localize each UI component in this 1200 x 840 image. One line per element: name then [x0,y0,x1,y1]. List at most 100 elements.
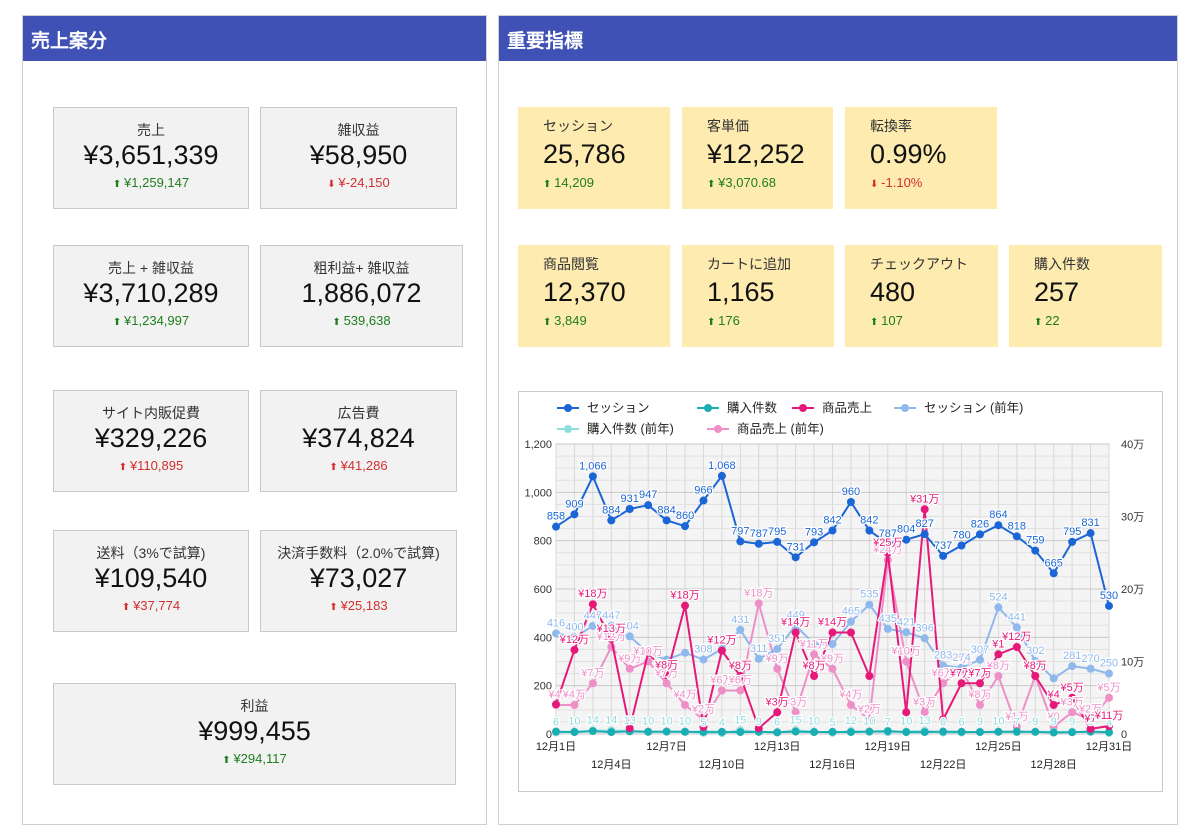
metric-card: 利益 ¥999,455 ⬆ ¥294,117 [53,683,456,785]
data-label: 447 [584,610,602,622]
data-label: ¥8万 [986,660,1010,672]
data-point [588,679,597,688]
data-label: ¥2万 [691,704,715,716]
data-point [1068,728,1077,737]
y-left-tick-label: 400 [534,632,552,644]
data-point [957,727,966,736]
arrow-up-icon: ⬆ [121,602,134,613]
data-label: 966 [694,485,712,497]
data-label: 9 [1051,716,1057,728]
data-label: ¥5万 [1060,682,1084,694]
metric-card: 売上 ¥3,651,339 ⬆ ¥1,259,147 [53,107,249,209]
data-label: 449 [786,609,804,621]
data-label: ¥14万 [780,617,810,629]
metric-delta: ⬆ ¥1,259,147 [54,175,248,190]
data-label: ¥1万 [1004,711,1028,723]
kpi-delta: ⬇ -1.10% [870,175,997,190]
data-point [828,727,837,736]
y-left-tick-label: 0 [546,729,552,741]
data-label: ¥25万 [872,537,902,549]
data-point [607,516,616,525]
data-point [902,708,911,717]
x-tick-label: 12月19日 [865,741,911,753]
data-point [939,715,948,724]
metric-value: 1,886,072 [301,278,422,308]
data-point [865,600,874,609]
data-point [920,634,929,643]
data-point [1031,657,1040,666]
data-label: ¥8万 [801,660,825,672]
data-point [662,671,671,680]
kpi-delta-value: -1.10% [881,175,923,190]
metric-delta: ⬆ ¥25,183 [261,598,456,613]
kpi-delta: ⬆ 22 [1034,313,1162,328]
kpi-tile: 購入件数 257 ⬆ 22 [1009,245,1162,347]
arrow-up-icon: ⬆ [707,317,719,328]
data-label: 1,066 [579,460,607,472]
data-label: ¥3万 [765,696,789,708]
data-point [754,724,763,733]
metric-delta: ⬆ 539,638 [261,313,462,328]
data-point [588,472,597,481]
kpi-value: 257 [1034,277,1080,307]
data-label: ¥6万 [709,675,733,687]
legend-swatch-dot [704,404,712,412]
data-label: 14 [605,715,617,727]
metric-delta: ⬆ ¥110,895 [54,458,248,473]
legend-label: セッション (前年) [924,400,1023,415]
data-point [1086,715,1095,724]
kpi-label: カートに追加 [707,256,791,272]
arrow-up-icon: ⬆ [543,179,555,190]
kpi-label: セッション [543,118,613,134]
data-point [810,650,819,659]
data-label: 6 [940,717,946,729]
data-label: ¥8万 [728,660,752,672]
data-point [1031,727,1040,736]
kpi-tile: 客単価 ¥12,252 ⬆ ¥3,070.68 [682,107,833,209]
data-label: 947 [639,489,657,501]
data-point [810,728,819,737]
data-label: 787 [879,528,897,540]
data-label: ¥4 [1047,689,1060,701]
metric-delta: ⬆ ¥37,774 [54,598,248,613]
kpi-value: ¥12,252 [707,139,805,169]
x-tick-label: 12月16日 [809,759,855,771]
y-left-tick-label: 200 [534,681,552,693]
kpi-tile: セッション 25,786 ⬆ 14,209 [518,107,670,209]
data-label: ¥11万 [1094,710,1124,722]
data-label: 404 [621,620,639,632]
data-label: 351 [713,633,731,645]
x-tick-label: 12月28日 [1030,759,1076,771]
data-label: 435 [879,613,897,625]
data-point [1068,693,1077,702]
data-point [717,471,726,480]
data-label: 308 [694,644,712,656]
data-point [994,727,1003,736]
data-label: 826 [971,518,989,530]
metric-label: 粗利益+ 雑収益 [313,260,410,276]
data-point [1068,537,1077,546]
metric-value: ¥329,226 [94,423,208,453]
x-tick-label: 12月1日 [536,741,576,753]
arrow-up-icon: ⬆ [329,462,341,473]
y-right-tick-label: 0 [1121,729,1127,741]
data-point [865,526,874,535]
arrow-down-icon: ⬇ [327,179,339,190]
data-label: 302 [1026,645,1044,657]
data-label: ¥18万 [743,588,773,600]
data-point [810,640,819,649]
arrow-up-icon: ⬆ [118,462,130,473]
data-point [810,672,819,680]
data-point [1105,693,1113,702]
kpi-delta: ⬆ 3,849 [543,313,670,328]
data-label: 7 [885,716,891,728]
data-label: 4 [1106,717,1112,729]
y-left-tick-label: 800 [534,536,552,548]
x-tick-label: 12月31日 [1086,741,1132,753]
data-point [1012,643,1021,651]
data-label: ¥7万 [949,667,973,679]
data-point [902,657,911,666]
data-point [865,727,874,736]
data-label: ¥1 [991,638,1004,650]
data-label: 864 [989,509,1007,521]
